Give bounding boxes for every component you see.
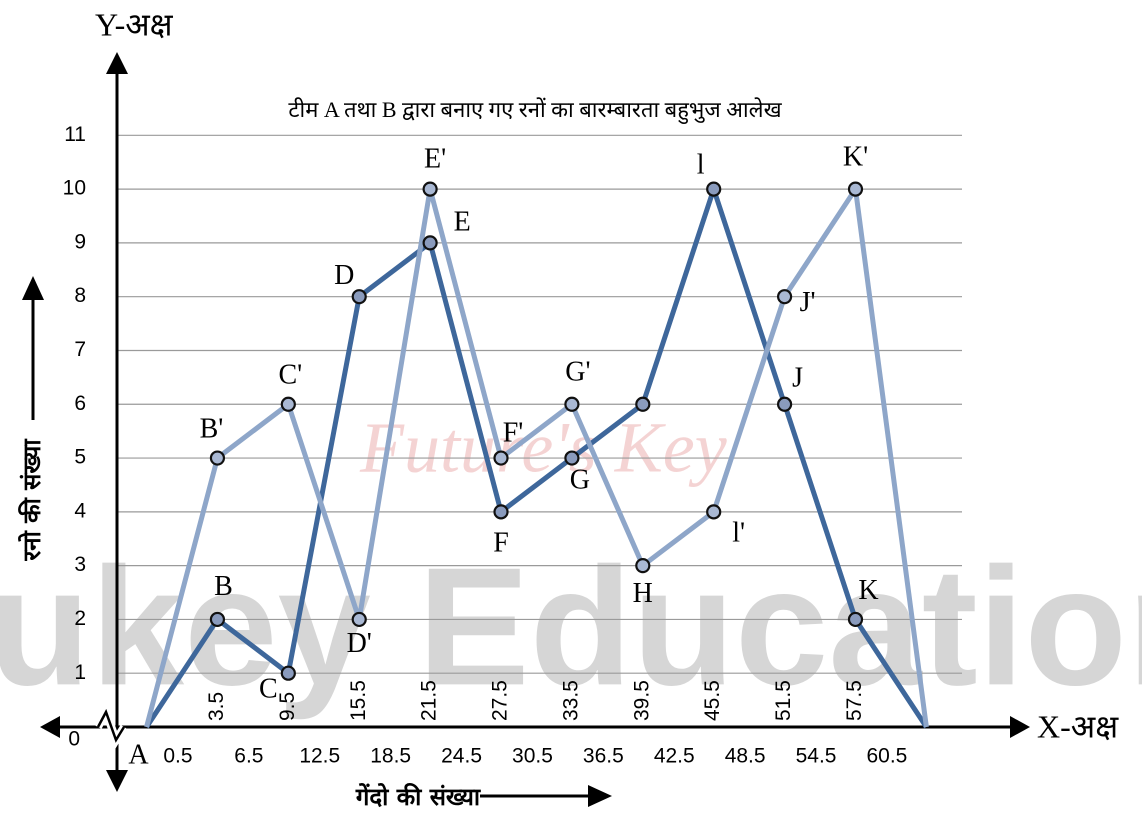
watermark-layer: ukey Education Future's Key (0, 408, 1142, 721)
y-tick-label: 0 (68, 728, 80, 751)
plot-area: A B C D E F Gl J K B' C' D' E' F' G' Hl' J' K' (128, 142, 929, 770)
x-axis-label: गेंदो की संख्या (355, 783, 481, 811)
point-label: K (858, 575, 878, 606)
x-tick-label: 18.5 (370, 745, 411, 768)
x-tick-label: 54.5 (796, 745, 837, 768)
y-tick-label: 3 (74, 553, 86, 576)
x-tick-label: 6.5 (234, 745, 263, 768)
data-point (351, 289, 367, 305)
x-arrow (40, 716, 60, 738)
point-label: C (259, 674, 278, 705)
point-label: B' (200, 413, 224, 444)
data-point (351, 611, 367, 628)
point-label: D (334, 260, 354, 291)
y-tick-label: 6 (74, 392, 86, 415)
data-point (422, 235, 438, 251)
x-tick-label: 57.5 (843, 680, 866, 721)
y-tick-label: 8 (74, 284, 86, 307)
x-tick-label: 39.5 (630, 680, 653, 721)
x-tick-label: 0.5 (163, 745, 192, 768)
point-label: B (214, 571, 233, 602)
x-tick-label: 12.5 (299, 745, 340, 768)
x-tick-label: 36.5 (583, 745, 624, 768)
data-point (847, 611, 864, 628)
point-label: E (454, 206, 471, 237)
y-tick-label: 4 (74, 499, 86, 522)
xlabel-arrow (588, 785, 612, 807)
point-label: F (493, 527, 509, 558)
x-tick-label: 27.5 (489, 680, 512, 721)
data-point (847, 181, 864, 197)
x-tick-label: 3.5 (205, 692, 228, 721)
point-label: J (792, 363, 803, 394)
data-point (280, 665, 296, 681)
point-label: G' (565, 357, 590, 388)
y-tick-label: 9 (74, 230, 86, 253)
point-label: F' (503, 417, 524, 448)
data-point (493, 504, 509, 520)
point-label: G (570, 464, 590, 495)
data-point (776, 396, 793, 412)
x-tick-label: 15.5 (347, 680, 370, 721)
y-axis-name: Y-अक्ष (95, 6, 174, 42)
data-point (706, 181, 722, 197)
point-label: l' (732, 517, 745, 548)
y-tick-label: 7 (74, 338, 86, 361)
point-label: l (697, 150, 705, 181)
data-point (706, 504, 722, 520)
x-tick-label: 33.5 (559, 680, 582, 721)
x-tick-label: 45.5 (701, 680, 724, 721)
chart-title: टीम A तथा B द्वारा बनाए गए रनों का बारम्… (288, 97, 782, 124)
y-arrow (106, 770, 128, 792)
x-tick-label: 42.5 (654, 745, 695, 768)
axis-break (96, 708, 126, 743)
point-label: C' (278, 360, 302, 391)
y-tick-label: 1 (74, 661, 86, 684)
data-point (776, 289, 793, 305)
point-label: J' (800, 287, 816, 318)
x-tick-label: 9.5 (276, 692, 299, 721)
data-point (280, 396, 296, 412)
x-tick-label: 51.5 (772, 680, 795, 721)
x-tick-label: 60.5 (866, 745, 907, 768)
y-tick-label: 11 (64, 123, 86, 146)
data-point (564, 450, 580, 466)
data-point (209, 611, 226, 628)
data-point (422, 181, 438, 197)
watermark: Future's Key (359, 408, 727, 488)
point-label: E' (424, 144, 446, 175)
point-label: H (633, 578, 653, 609)
y-tick-label: 10 (63, 177, 86, 200)
y-tick-label: 5 (74, 446, 86, 469)
x-tick-label: 21.5 (418, 680, 441, 721)
x-axis-name: X-अक्ष (1037, 708, 1119, 744)
series-line (144, 186, 929, 728)
x-tick-label: 48.5 (725, 745, 766, 768)
series-line (144, 186, 929, 729)
axes (22, 52, 1030, 807)
y-axis-label: रनो की संख्या (18, 439, 46, 562)
data-point (493, 450, 509, 466)
x-tick-label: 30.5 (512, 745, 553, 768)
data-point (635, 558, 651, 574)
x-tick-label: 24.5 (441, 745, 482, 768)
data-point (209, 450, 226, 466)
data-point (564, 396, 580, 412)
point-label: A (128, 739, 149, 770)
y-arrow (106, 52, 128, 74)
x-arrow (1010, 716, 1030, 738)
data-point (635, 396, 651, 412)
point-label: D' (347, 628, 372, 659)
y-tick-label: 2 (74, 607, 86, 630)
point-label: K' (843, 142, 868, 173)
ylabel-arrow (22, 276, 44, 300)
